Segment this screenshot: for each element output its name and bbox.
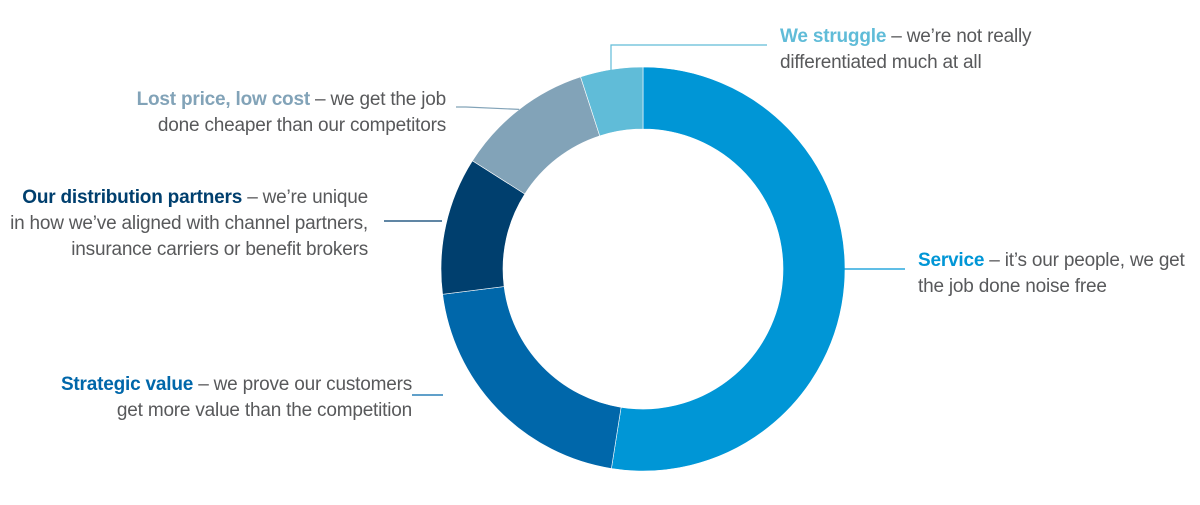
label-strategic-value-rest: – we prove our customers	[193, 374, 412, 395]
label-lost-price-head: Lost price, low cost	[136, 89, 311, 110]
label-distribution-partners-line3: insurance carriers or benefit brokers	[71, 239, 368, 260]
leader-we-struggle	[610, 44, 767, 70]
label-lost-price: Lost price, low cost – we get the job do…	[80, 87, 447, 139]
label-distribution-partners-line2: in how we’ve aligned with channel partne…	[10, 213, 368, 234]
label-lost-price-line2: done cheaper than our competitors	[157, 115, 446, 136]
label-service-rest: – it’s our people, we get	[984, 250, 1185, 271]
label-strategic-value: Strategic value – we prove our customers…	[20, 372, 412, 424]
label-we-struggle-head: We struggle	[780, 26, 887, 47]
slice-strategic-value	[442, 286, 622, 469]
label-distribution-partners-rest: – we’re unique	[242, 187, 368, 208]
label-service: Service – it’s our people, we get the jo…	[918, 248, 1188, 300]
label-distribution-partners: Our distribution partners – we’re unique…	[0, 185, 368, 263]
slice-service	[611, 66, 846, 472]
label-lost-price-rest: – we get the job	[309, 89, 446, 110]
slice-we-struggle	[580, 66, 644, 137]
label-distribution-partners-head: Our distribution partners	[22, 187, 243, 208]
label-strategic-value-head: Strategic value	[60, 374, 194, 395]
label-we-struggle-line2: differentiated much at all	[780, 52, 982, 73]
label-we-struggle-rest: – we’re not really	[886, 26, 1032, 47]
label-service-line2: the job done noise free	[918, 276, 1107, 297]
label-we-struggle: We struggle – we’re not really different…	[780, 24, 1080, 76]
label-service-head: Service	[918, 250, 985, 271]
label-strategic-value-line2: get more value than the competition	[116, 400, 412, 421]
leader-lost-price	[456, 106, 520, 110]
